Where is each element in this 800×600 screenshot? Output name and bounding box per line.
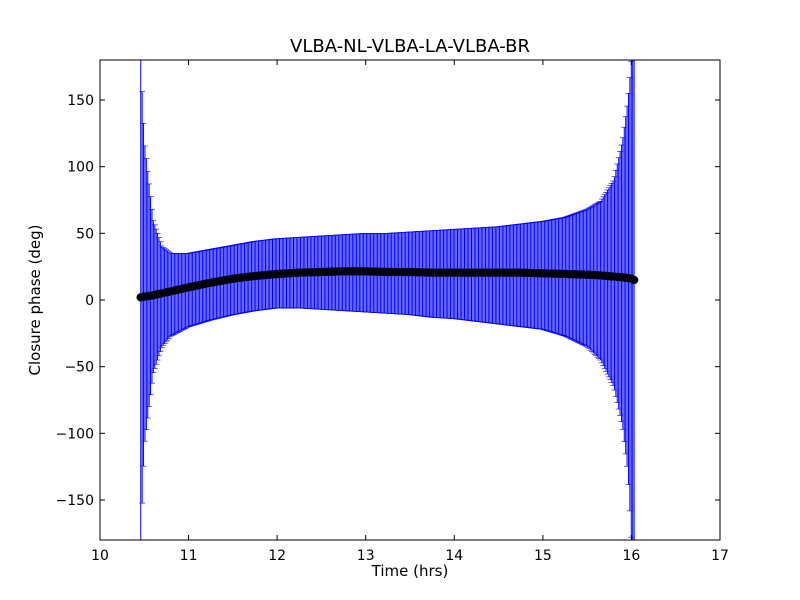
y-tick-label: 100 xyxy=(67,160,94,176)
chart-title: VLBA-NL-VLBA-LA-VLBA-BR xyxy=(290,36,530,57)
x-tick-label: 17 xyxy=(711,548,729,564)
x-tick-label: 15 xyxy=(534,548,552,564)
x-tick-label: 11 xyxy=(180,548,198,564)
x-tick-label: 13 xyxy=(357,548,375,564)
plot-area xyxy=(99,59,721,541)
y-tick-label: −150 xyxy=(56,493,94,509)
y-axis-label: Closure phase (deg) xyxy=(26,225,44,376)
y-tick-label: −100 xyxy=(56,426,94,442)
y-tick-label: 150 xyxy=(67,93,94,109)
x-axis-ticks: 10 11 12 13 14 15 16 17 xyxy=(91,60,729,564)
x-axis-label: Time (hrs) xyxy=(371,562,449,580)
y-tick-label: 0 xyxy=(85,293,94,309)
y-axis-ticks: −150 −100 −50 0 50 100 150 xyxy=(56,93,720,509)
x-tick-label: 10 xyxy=(91,548,109,564)
x-tick-label: 12 xyxy=(268,548,286,564)
points-layer xyxy=(136,267,639,302)
x-tick-label: 14 xyxy=(445,548,463,564)
y-tick-label: −50 xyxy=(64,360,94,376)
y-tick-label: 50 xyxy=(76,226,94,242)
data-point xyxy=(629,275,639,285)
x-tick-label: 16 xyxy=(623,548,641,564)
